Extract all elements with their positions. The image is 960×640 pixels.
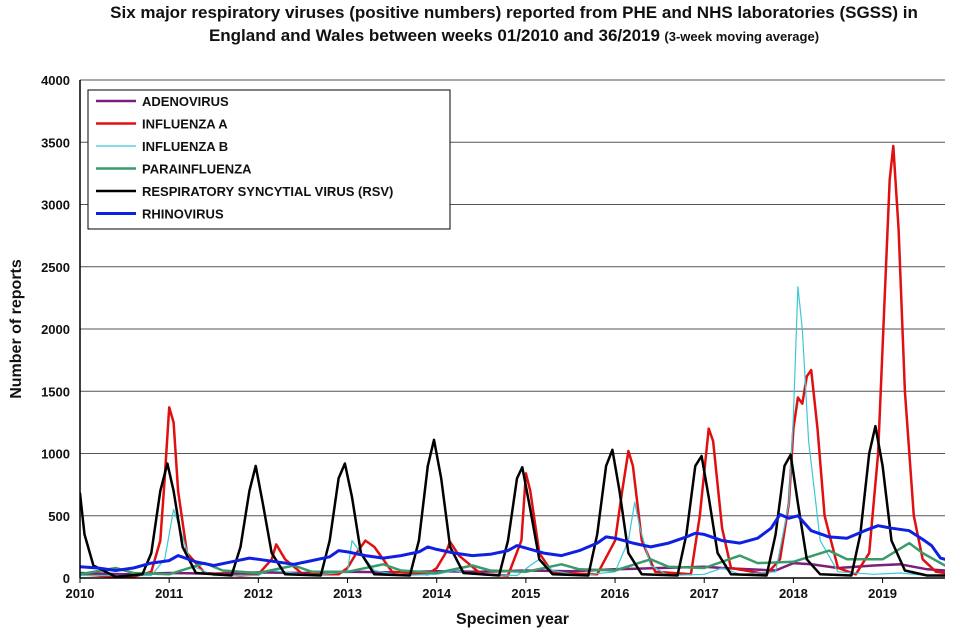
series-line-respiratory-syncytial-virus-rsv bbox=[80, 424, 945, 578]
series-line-parainfluenza bbox=[80, 541, 945, 576]
legend-entry-label: RHINOVIRUS bbox=[142, 207, 224, 222]
chart-title: Six major respiratory viruses (positive … bbox=[80, 2, 948, 48]
y-tick-label: 3500 bbox=[41, 135, 70, 150]
x-tick-label: 2015 bbox=[511, 586, 540, 601]
legend-entry-label: PARAINFLUENZA bbox=[142, 162, 252, 177]
x-tick-label: 2010 bbox=[66, 586, 95, 601]
x-tick-label: 2019 bbox=[868, 586, 897, 601]
legend: ADENOVIRUS INFLUENZA A INFLUENZA B PARAINFL… bbox=[87, 89, 451, 230]
x-tick-label: 2011 bbox=[155, 586, 183, 601]
y-axis-label: Number of reports bbox=[8, 259, 25, 399]
x-tick-label: 2016 bbox=[601, 586, 630, 601]
y-tick-label: 3000 bbox=[41, 198, 70, 213]
chart-title-main: Six major respiratory viruses (positive … bbox=[110, 3, 918, 45]
y-tick-label: 4000 bbox=[41, 73, 70, 88]
x-tick-label: 2018 bbox=[779, 586, 808, 601]
legend-entry-label: RESPIRATORY SYNCYTIAL VIRUS (RSV) bbox=[142, 184, 393, 199]
y-tick-label: 2000 bbox=[41, 322, 70, 337]
x-tick-label: 2013 bbox=[333, 586, 362, 601]
y-tick-label: 500 bbox=[48, 509, 70, 524]
series-line-influenza-a bbox=[80, 144, 945, 578]
x-tick-label: 2012 bbox=[244, 586, 273, 601]
y-tick-label: 0 bbox=[63, 571, 70, 586]
x-tick-label: 2017 bbox=[690, 586, 719, 601]
series-line-influenza-b bbox=[80, 286, 945, 577]
legend-entry-label: ADENOVIRUS bbox=[142, 94, 229, 109]
series-lines bbox=[80, 144, 945, 578]
legend-box bbox=[87, 89, 451, 230]
legend-entry-label: INFLUENZA A bbox=[142, 117, 228, 132]
axes: 0 500 1000 1500 2000 2500 3000 3500 4000 2010 2011… bbox=[41, 73, 945, 601]
y-tick-label: 2500 bbox=[41, 260, 70, 275]
series-line-rhinovirus bbox=[80, 513, 945, 572]
y-tick-label: 1500 bbox=[41, 384, 70, 399]
chart-title-suffix: (3-week moving average) bbox=[664, 29, 820, 44]
y-tick-label: 1000 bbox=[41, 447, 70, 462]
legend-entry-label: INFLUENZA B bbox=[142, 139, 228, 154]
x-tick-label: 2014 bbox=[422, 586, 452, 601]
x-axis-label: Specimen year bbox=[456, 611, 569, 628]
